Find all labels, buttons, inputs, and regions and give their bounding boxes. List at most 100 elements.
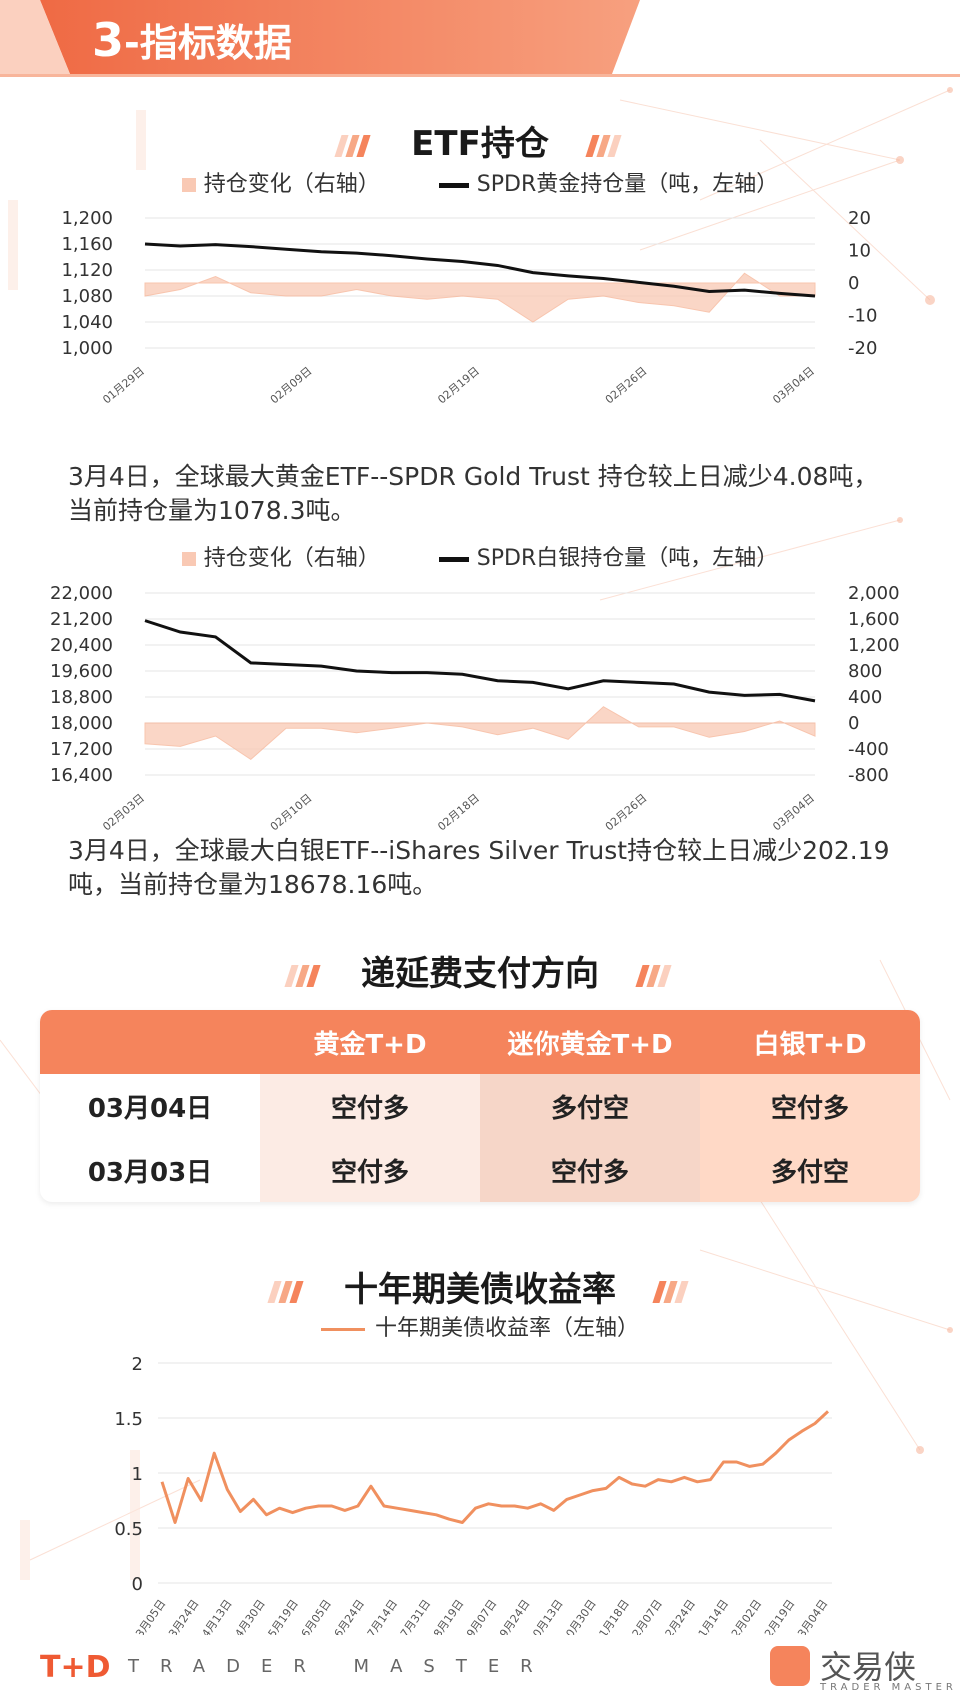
x-tick-label: 06月24日 bbox=[328, 1597, 367, 1635]
y-tick-label: 1 bbox=[132, 1464, 143, 1485]
y-tick-label-right: 20 bbox=[848, 208, 871, 229]
y-tick-label-left: 19,600 bbox=[50, 661, 113, 682]
x-tick-label: 01月14日 bbox=[692, 1597, 731, 1635]
legend-label: SPDR黄金持仓量（吨，左轴） bbox=[476, 172, 779, 197]
title-stripes-right bbox=[652, 1272, 689, 1312]
x-tick-label: 02月03日 bbox=[100, 791, 147, 833]
title-stripes-right bbox=[635, 956, 672, 996]
table-cell: 多付空 bbox=[700, 1138, 920, 1202]
y-tick-label-left: 1,080 bbox=[61, 286, 113, 307]
title-stripes-right bbox=[585, 126, 622, 166]
x-tick-label: 12月24日 bbox=[659, 1597, 698, 1635]
y-tick-label-left: 1,000 bbox=[61, 338, 113, 359]
table-header-cell bbox=[40, 1010, 260, 1074]
brand-subtitle: TRADER MASTER bbox=[820, 1682, 957, 1693]
y-tick-label-right: -10 bbox=[848, 306, 877, 327]
y-tick-label-left: 1,160 bbox=[61, 234, 113, 255]
series-area-change bbox=[144, 272, 816, 323]
legend-swatch-area bbox=[181, 178, 196, 192]
legend-item-change: 持仓变化（右轴） bbox=[181, 172, 380, 197]
table-cell: 多付空 bbox=[480, 1074, 700, 1138]
x-tick-label: 02月18日 bbox=[435, 791, 482, 833]
table-header-row: 黄金T+D 迷你黄金T+D 白银T+D bbox=[40, 1010, 920, 1074]
y-tick-label-left: 1,120 bbox=[61, 260, 113, 281]
x-tick-label: 10月13日 bbox=[526, 1597, 565, 1635]
y-tick-label-right: -20 bbox=[848, 338, 877, 359]
x-tick-label: 03月24日 bbox=[162, 1597, 201, 1635]
legend-item-change: 持仓变化（右轴） bbox=[181, 546, 380, 571]
bond-title: 十年期美债收益率 bbox=[0, 1262, 960, 1312]
x-tick-label: 02月26日 bbox=[603, 791, 650, 833]
y-tick-label-left: 18,800 bbox=[50, 687, 113, 708]
y-tick-label-left: 18,000 bbox=[50, 713, 113, 734]
brand-icon bbox=[770, 1646, 810, 1686]
series-line-yield bbox=[160, 1410, 830, 1524]
legend-item-yield: 十年期美债收益率（左轴） bbox=[320, 1316, 639, 1341]
x-tick-label: 03月05日 bbox=[129, 1597, 168, 1635]
y-tick-label-right: 10 bbox=[848, 241, 871, 262]
x-tick-label: 09月07日 bbox=[460, 1597, 499, 1635]
section-header-banner bbox=[0, 0, 960, 77]
table-header-cell: 黄金T+D bbox=[313, 1029, 427, 1060]
legend-label: SPDR白银持仓量（吨，左轴） bbox=[476, 546, 779, 571]
gold-etf-chart: 1,200 1,160 1,120 1,080 1,040 1,000 20 10 0 -10 -2… bbox=[61, 208, 877, 406]
y-tick-label-right: 0 bbox=[848, 273, 859, 294]
x-tick-label: 02月09日 bbox=[268, 364, 315, 406]
table-cell: 空付多 bbox=[700, 1074, 920, 1138]
legend-swatch-area bbox=[181, 552, 196, 566]
y-tick-label: 2 bbox=[132, 1354, 143, 1375]
table-cell: 空付多 bbox=[260, 1138, 480, 1202]
x-tick-label: 03月04日 bbox=[791, 1597, 830, 1635]
x-tick-label: 02月19日 bbox=[758, 1597, 797, 1635]
table-row: 03月04日 空付多 多付空 空付多 bbox=[40, 1074, 920, 1138]
x-tick-label: 01月29日 bbox=[100, 364, 147, 406]
y-tick-label: 0.5 bbox=[114, 1519, 143, 1540]
legend-swatch-line bbox=[438, 556, 469, 562]
title-stripes-left bbox=[334, 126, 371, 166]
x-tick-label: 02月02日 bbox=[725, 1597, 764, 1635]
x-tick-label: 02月26日 bbox=[603, 364, 650, 406]
series-line-holding bbox=[144, 242, 816, 298]
y-tick-label: 1.5 bbox=[114, 1409, 143, 1430]
table-date-cell: 03月04日 bbox=[87, 1093, 213, 1124]
x-tick-label: 02月19日 bbox=[435, 364, 482, 406]
x-tick-label: 02月10日 bbox=[268, 791, 315, 833]
y-tick-label-right: 2,000 bbox=[848, 583, 900, 604]
etf-title-text: ETF持仓 bbox=[411, 124, 549, 164]
gold-note: 3月4日，全球最大黄金ETF--SPDR Gold Trust 持仓较上日减少4… bbox=[68, 462, 879, 525]
y-tick-label-left: 21,200 bbox=[50, 609, 113, 630]
legend-swatch-line bbox=[438, 182, 469, 188]
legend-item-holding: SPDR白银持仓量（吨，左轴） bbox=[438, 546, 779, 571]
deferred-title-text: 递延费支付方向 bbox=[361, 954, 599, 994]
x-tick-label: 04月13日 bbox=[195, 1597, 234, 1635]
y-tick-label-right: 400 bbox=[848, 687, 882, 708]
y-tick-label-right: 0 bbox=[848, 713, 859, 734]
y-tick-label-left: 16,400 bbox=[50, 765, 113, 786]
section-title-text: -指标数据 bbox=[124, 21, 292, 65]
legend-swatch-line bbox=[320, 1327, 365, 1331]
x-tick-label: 10月30日 bbox=[559, 1597, 598, 1635]
y-tick-label-left: 1,040 bbox=[61, 312, 113, 333]
silver-note: 3月4日，全球最大白银ETF--iShares Silver Trust持仓较上… bbox=[68, 836, 890, 899]
bond-chart-legend: 十年期美债收益率（左轴） bbox=[0, 1310, 960, 1342]
x-tick-label: 11月18日 bbox=[593, 1597, 632, 1635]
x-tick-label: 08月19日 bbox=[427, 1597, 466, 1635]
y-tick-label-right: 800 bbox=[848, 661, 882, 682]
y-tick-label-right: -800 bbox=[848, 765, 889, 786]
x-tick-label: 04月30日 bbox=[228, 1597, 267, 1635]
legend-label: 十年期美债收益率（左轴） bbox=[374, 1316, 639, 1341]
x-tick-label: 07月31日 bbox=[394, 1597, 433, 1635]
footer-logo: T+D bbox=[40, 1650, 111, 1685]
treasury-yield-chart: 21.510.5003月05日03月24日04月13日04月30日05月19日0… bbox=[114, 1354, 832, 1635]
table-header-cell: 白银T+D bbox=[753, 1029, 867, 1060]
legend-label: 持仓变化（右轴） bbox=[203, 172, 380, 197]
x-tick-label: 09月24日 bbox=[493, 1597, 532, 1635]
table-cell: 空付多 bbox=[480, 1138, 700, 1202]
deferred-fee-table: 黄金T+D 迷你黄金T+D 白银T+D 03月04日 空付多 多付空 空付多 0… bbox=[40, 1010, 920, 1202]
bond-title-text: 十年期美债收益率 bbox=[344, 1270, 616, 1310]
silver-chart-legend: 持仓变化（右轴） SPDR白银持仓量（吨，左轴） bbox=[0, 540, 960, 572]
table-row: 03月03日 空付多 空付多 多付空 bbox=[40, 1138, 920, 1202]
x-tick-label: 07月14日 bbox=[361, 1597, 400, 1635]
y-tick-label-left: 22,000 bbox=[50, 583, 113, 604]
y-tick-label-right: 1,600 bbox=[848, 609, 900, 630]
